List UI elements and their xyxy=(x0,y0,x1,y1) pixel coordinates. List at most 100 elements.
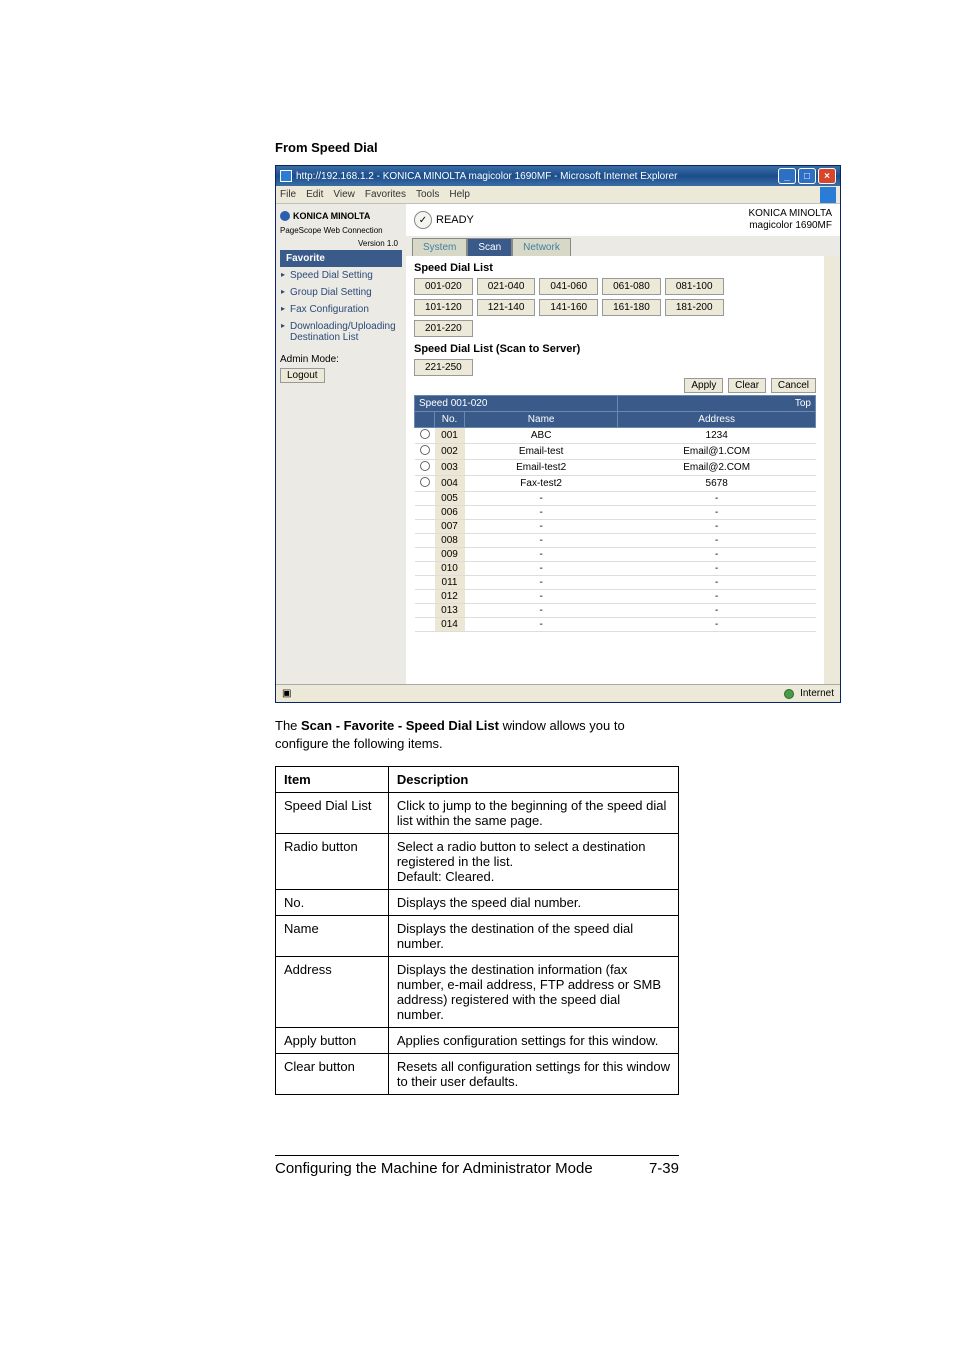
ready-icon: ✓ xyxy=(414,211,432,229)
scroll-up-button[interactable]: ▲ xyxy=(826,256,840,270)
table-row: 001ABC1234 xyxy=(415,428,816,444)
col-radio xyxy=(415,412,435,428)
tab-system[interactable]: System xyxy=(412,238,467,256)
section-title: From Speed Dial xyxy=(275,140,679,155)
menu-file[interactable]: File xyxy=(280,189,296,200)
doc-desc: Displays the destination of the speed di… xyxy=(388,916,678,957)
page-footer: Configuring the Machine for Administrato… xyxy=(275,1155,679,1177)
radio-icon[interactable] xyxy=(420,477,430,487)
radio-cell[interactable] xyxy=(415,428,435,444)
table-row: 004Fax-test25678 xyxy=(415,476,816,492)
cell-no: 012 xyxy=(435,590,465,604)
radio-cell[interactable] xyxy=(415,460,435,476)
window-maximize-button[interactable]: □ xyxy=(798,168,816,184)
scroll-thumb[interactable] xyxy=(826,270,840,300)
doc-desc: Displays the destination information (fa… xyxy=(388,957,678,1028)
apply-button[interactable]: Apply xyxy=(684,378,723,393)
clear-button[interactable]: Clear xyxy=(728,378,766,393)
range-101-120[interactable]: 101-120 xyxy=(414,299,473,316)
doc-item: No. xyxy=(276,890,389,916)
internet-zone-label: Internet xyxy=(800,688,834,699)
cell-address: - xyxy=(618,590,816,604)
description-table: Item Description Speed Dial ListClick to… xyxy=(275,766,679,1095)
menu-help[interactable]: Help xyxy=(449,189,470,200)
table-row: 014-- xyxy=(415,618,816,632)
windows-logo-icon xyxy=(820,187,836,203)
range-201-220[interactable]: 201-220 xyxy=(414,320,473,337)
range-141-160[interactable]: 141-160 xyxy=(539,299,598,316)
range-221-250[interactable]: 221-250 xyxy=(414,359,473,376)
browser-titlebar: http://192.168.1.2 - KONICA MINOLTA magi… xyxy=(276,166,840,186)
device-brand: KONICA MINOLTA magicolor 1690MF xyxy=(748,208,832,232)
cell-name: - xyxy=(465,506,618,520)
table-row: 010-- xyxy=(415,562,816,576)
status-topbar: ✓ READY KONICA MINOLTA magicolor 1690MF xyxy=(406,204,840,236)
cell-name: - xyxy=(465,492,618,506)
range-121-140[interactable]: 121-140 xyxy=(477,299,536,316)
cell-address: 5678 xyxy=(618,476,816,492)
table-row: 002Email-testEmail@1.COM xyxy=(415,444,816,460)
range-021-040[interactable]: 021-040 xyxy=(477,278,536,295)
cell-address: - xyxy=(618,548,816,562)
radio-icon[interactable] xyxy=(420,429,430,439)
menu-tools[interactable]: Tools xyxy=(416,189,439,200)
doc-desc: Applies configuration settings for this … xyxy=(388,1028,678,1054)
range-081-100[interactable]: 081-100 xyxy=(665,278,724,295)
tab-network[interactable]: Network xyxy=(512,238,571,256)
cell-no: 007 xyxy=(435,520,465,534)
cell-address: - xyxy=(618,576,816,590)
browser-window: http://192.168.1.2 - KONICA MINOLTA magi… xyxy=(275,165,841,703)
menu-edit[interactable]: Edit xyxy=(306,189,323,200)
radio-cell xyxy=(415,618,435,632)
range-001-020[interactable]: 001-020 xyxy=(414,278,473,295)
internet-zone-icon xyxy=(784,689,794,699)
range-061-080[interactable]: 061-080 xyxy=(602,278,661,295)
radio-cell xyxy=(415,562,435,576)
tab-scan[interactable]: Scan xyxy=(467,238,512,256)
description-intro: The Scan - Favorite - Speed Dial List wi… xyxy=(275,717,679,752)
cell-name: Email-test xyxy=(465,444,618,460)
table-row: 012-- xyxy=(415,590,816,604)
doc-header-item: Item xyxy=(276,767,389,793)
tab-row: System Scan Network xyxy=(406,236,840,256)
cell-no: 014 xyxy=(435,618,465,632)
brand-logo: KONICA MINOLTA xyxy=(280,208,402,224)
pane-title: Speed Dial List xyxy=(414,262,816,274)
cancel-button[interactable]: Cancel xyxy=(771,378,816,393)
radio-icon[interactable] xyxy=(420,445,430,455)
radio-icon[interactable] xyxy=(420,461,430,471)
sidebar: KONICA MINOLTA PageScope Web Connection … xyxy=(276,204,406,684)
scroll-down-button[interactable]: ▼ xyxy=(826,670,840,684)
col-no: No. xyxy=(435,412,465,428)
doc-item: Clear button xyxy=(276,1054,389,1095)
cell-address: 1234 xyxy=(618,428,816,444)
menu-favorites[interactable]: Favorites xyxy=(365,189,406,200)
doc-item: Radio button xyxy=(276,834,389,890)
doc-header-description: Description xyxy=(388,767,678,793)
cell-address: - xyxy=(618,492,816,506)
cell-address: - xyxy=(618,506,816,520)
window-minimize-button[interactable]: _ xyxy=(778,168,796,184)
logout-button[interactable]: Logout xyxy=(280,368,325,383)
range-161-180[interactable]: 161-180 xyxy=(602,299,661,316)
brand-dot-icon xyxy=(280,211,290,221)
window-close-button[interactable]: × xyxy=(818,168,836,184)
cell-no: 013 xyxy=(435,604,465,618)
nav-download-upload[interactable]: Downloading/Uploading Destination List xyxy=(280,318,402,346)
cell-name: - xyxy=(465,534,618,548)
cell-name: - xyxy=(465,604,618,618)
cell-name: - xyxy=(465,576,618,590)
radio-cell[interactable] xyxy=(415,444,435,460)
doc-desc: Select a radio button to select a destin… xyxy=(388,834,678,890)
range-181-200[interactable]: 181-200 xyxy=(665,299,724,316)
cell-name: Email-test2 xyxy=(465,460,618,476)
nav-speed-dial-setting[interactable]: Speed Dial Setting xyxy=(280,267,402,284)
table-header-top-link[interactable]: Top xyxy=(618,396,816,412)
range-041-060[interactable]: 041-060 xyxy=(539,278,598,295)
doc-item: Speed Dial List xyxy=(276,793,389,834)
nav-group-dial-setting[interactable]: Group Dial Setting xyxy=(280,284,402,301)
menu-view[interactable]: View xyxy=(333,189,355,200)
nav-fax-configuration[interactable]: Fax Configuration xyxy=(280,301,402,318)
radio-cell[interactable] xyxy=(415,476,435,492)
doc-row: No.Displays the speed dial number. xyxy=(276,890,679,916)
